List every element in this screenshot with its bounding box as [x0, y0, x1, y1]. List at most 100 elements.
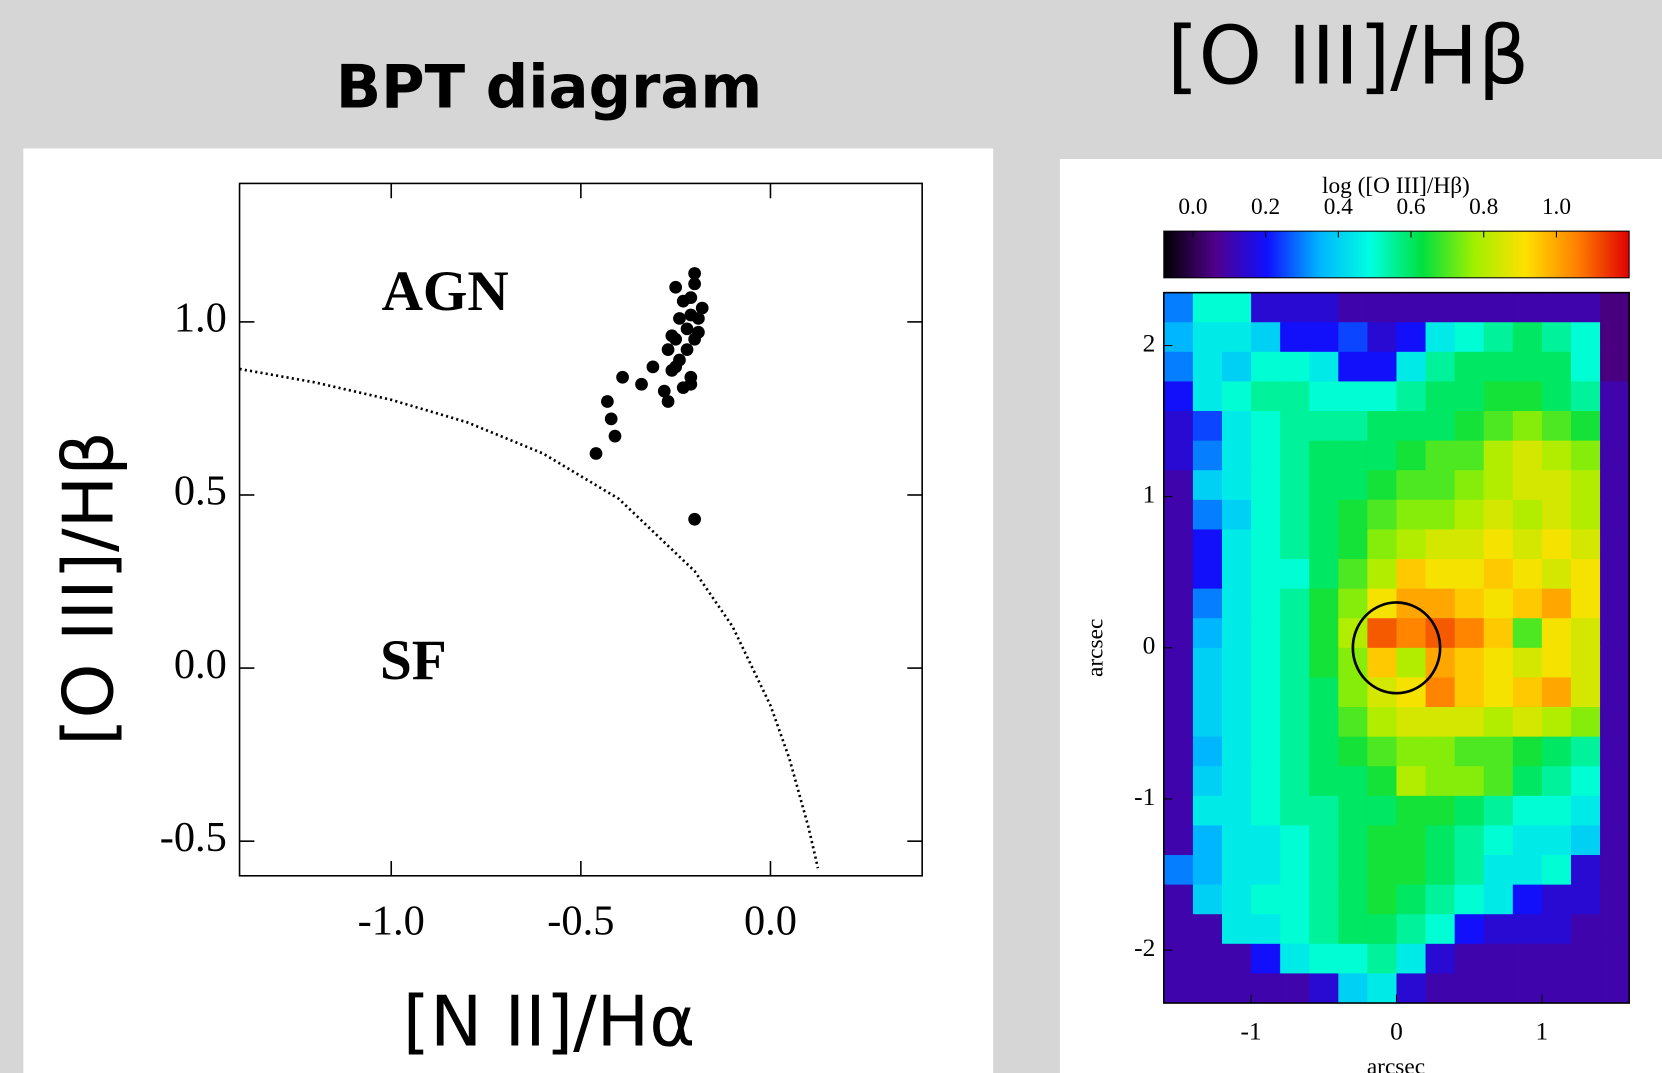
cell	[1425, 470, 1456, 501]
cell	[1309, 766, 1339, 797]
cell	[1600, 588, 1630, 619]
cell	[1512, 825, 1543, 856]
cell	[1396, 647, 1427, 678]
cell	[1600, 292, 1630, 323]
x-axis-title: [N II]/Hα	[403, 981, 696, 1062]
cell	[1483, 677, 1514, 708]
cell	[1454, 884, 1485, 915]
cell	[1483, 766, 1514, 797]
cell	[1367, 766, 1398, 797]
cell	[1280, 973, 1310, 1004]
cell	[1483, 914, 1514, 945]
cell	[1454, 322, 1485, 353]
cell	[1396, 855, 1427, 886]
cell	[1570, 322, 1601, 353]
cell	[1251, 914, 1281, 945]
cell	[1541, 470, 1572, 501]
cell	[1570, 381, 1601, 412]
cell	[1221, 825, 1252, 856]
cell	[1338, 499, 1368, 530]
cell	[1163, 795, 1194, 826]
cell	[1541, 677, 1572, 708]
cell	[1280, 795, 1310, 826]
cell	[1192, 381, 1223, 412]
cell	[1309, 588, 1339, 619]
cell	[1309, 677, 1339, 708]
cell	[1541, 559, 1572, 590]
cell	[1600, 322, 1630, 353]
colorbar-tick-label: 0.4	[1324, 194, 1353, 220]
cell	[1192, 499, 1223, 530]
cell	[1600, 470, 1630, 501]
annotation: AGN	[382, 260, 509, 323]
cell	[1396, 351, 1427, 382]
cell	[1280, 499, 1310, 530]
cell	[1338, 351, 1368, 382]
cell	[1309, 381, 1339, 412]
cell	[1251, 292, 1281, 323]
cell	[1221, 707, 1252, 738]
cell	[1396, 411, 1427, 442]
cell	[1425, 677, 1456, 708]
cell	[1251, 351, 1281, 382]
cell	[1280, 707, 1310, 738]
cell	[1192, 943, 1223, 974]
cell	[1570, 647, 1601, 678]
cell	[1512, 736, 1543, 767]
cell	[1338, 529, 1368, 560]
cell	[1367, 884, 1398, 915]
cell	[1512, 855, 1543, 886]
cell	[1483, 618, 1514, 649]
cell	[1251, 470, 1281, 501]
cell	[1600, 884, 1630, 915]
cell	[1483, 736, 1514, 767]
cell	[1338, 381, 1368, 412]
point	[616, 370, 629, 384]
cell	[1221, 766, 1252, 797]
cell	[1221, 351, 1252, 382]
y-tick-label: 1.0	[174, 295, 227, 342]
cell	[1541, 914, 1572, 945]
cell	[1192, 677, 1223, 708]
cell	[1338, 855, 1368, 886]
cell	[1425, 499, 1456, 530]
cell	[1483, 795, 1514, 826]
cell	[1280, 559, 1310, 590]
cell	[1454, 943, 1485, 974]
x-tick-label: -0.5	[547, 897, 614, 944]
cell	[1483, 411, 1514, 442]
cell	[1367, 351, 1398, 382]
cell	[1541, 884, 1572, 915]
cell	[1309, 795, 1339, 826]
cell	[1483, 647, 1514, 678]
cell	[1221, 736, 1252, 767]
cell	[1280, 884, 1310, 915]
left-panel	[23, 148, 994, 1073]
cell	[1454, 855, 1485, 886]
cell	[1280, 825, 1310, 856]
cell	[1309, 322, 1339, 353]
cell	[1221, 973, 1252, 1004]
cell	[1280, 292, 1310, 323]
cell	[1367, 855, 1398, 886]
cell	[1483, 943, 1514, 974]
cell	[1309, 855, 1339, 886]
cell	[1251, 559, 1281, 590]
cell	[1454, 470, 1485, 501]
y-tick-label: 0.0	[174, 641, 227, 688]
cell	[1309, 499, 1339, 530]
cell	[1570, 973, 1601, 1004]
cell	[1251, 884, 1281, 915]
cell	[1396, 559, 1427, 590]
cell	[1425, 855, 1456, 886]
cell	[1483, 351, 1514, 382]
cell	[1192, 292, 1223, 323]
cell	[1280, 647, 1310, 678]
cell	[1396, 884, 1427, 915]
cell	[1192, 855, 1223, 886]
colorbar-title: log ([O III]/Hβ)	[1322, 173, 1470, 199]
cell	[1454, 914, 1485, 945]
cell	[1454, 499, 1485, 530]
cell	[1541, 381, 1572, 412]
cell	[1251, 322, 1281, 353]
